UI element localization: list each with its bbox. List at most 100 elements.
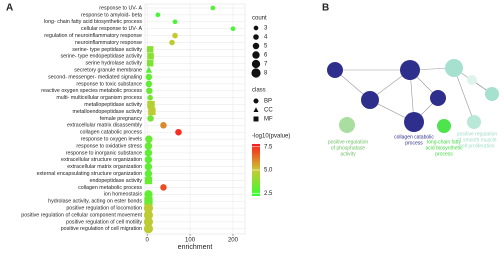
node bbox=[404, 112, 424, 132]
y-tick-label: long- chain fatty acid biosynthetic proc… bbox=[44, 19, 142, 25]
legend-symbol bbox=[251, 68, 261, 78]
dot bbox=[146, 46, 154, 53]
legend-label: 2.5 bbox=[264, 191, 273, 197]
node bbox=[430, 90, 446, 106]
panel-label: B bbox=[322, 3, 329, 14]
y-tick-label: reactive oxygen species metabolic proces… bbox=[41, 88, 142, 94]
node bbox=[361, 91, 379, 109]
dot bbox=[160, 184, 167, 191]
legend-symbol bbox=[252, 51, 260, 59]
y-tick-label: neuroinflammatory response bbox=[75, 40, 142, 46]
node-label: positive regulation bbox=[328, 139, 369, 145]
dot bbox=[143, 217, 154, 227]
y-tick-label: secretory granule membrane bbox=[74, 68, 142, 74]
legend-symbol bbox=[251, 59, 261, 69]
dot bbox=[145, 73, 153, 81]
x-tick-label: 100 bbox=[185, 238, 196, 244]
node-label: activity bbox=[340, 151, 356, 157]
y-tick-label: endopeptidase activity bbox=[90, 178, 143, 184]
dot bbox=[147, 115, 154, 122]
dot bbox=[230, 26, 236, 32]
node-label: positive regulation bbox=[457, 131, 498, 137]
dot bbox=[148, 107, 156, 116]
legend-label: 7 bbox=[264, 62, 268, 68]
legend-symbol bbox=[253, 116, 259, 122]
legend-title: -log10(pvalue) bbox=[252, 134, 290, 140]
node-label: collagen catabolic bbox=[394, 134, 434, 140]
y-tick-label: external encapsulating structure organiz… bbox=[37, 171, 142, 177]
legend-label: 3 bbox=[264, 26, 268, 32]
dot bbox=[144, 190, 153, 199]
dot bbox=[175, 128, 182, 136]
dot bbox=[169, 39, 175, 46]
legend-label: 7.5 bbox=[264, 144, 273, 150]
dot bbox=[146, 59, 154, 67]
dot bbox=[145, 66, 153, 73]
y-tick-label: second- messenger- mediated signaling bbox=[48, 74, 142, 80]
dot bbox=[144, 169, 153, 178]
panel-label: A bbox=[6, 3, 13, 14]
dot bbox=[210, 5, 216, 11]
dot bbox=[147, 100, 155, 109]
node-label: of smooth muscle bbox=[457, 137, 496, 143]
dot bbox=[144, 156, 153, 164]
node bbox=[327, 62, 343, 78]
node bbox=[467, 115, 481, 129]
dot bbox=[145, 80, 153, 88]
legend-label: 8 bbox=[264, 71, 268, 77]
legend-symbol bbox=[253, 98, 259, 104]
y-tick-label: positive regulation of cellular componen… bbox=[21, 212, 142, 218]
dot bbox=[144, 149, 153, 157]
dot bbox=[143, 210, 154, 220]
y-tick-label: serine- type endopeptidase activity bbox=[60, 54, 142, 60]
node bbox=[445, 59, 463, 77]
dot bbox=[144, 197, 153, 206]
legend-label: 6 bbox=[264, 53, 268, 59]
y-tick-label: extracellular structure organization bbox=[61, 157, 142, 163]
node bbox=[400, 60, 420, 80]
legend-symbol bbox=[253, 107, 259, 112]
y-tick-label: response to toxic substance bbox=[76, 81, 142, 87]
legend-label: CC bbox=[264, 108, 273, 114]
node-label: acid biosynthetic bbox=[426, 145, 463, 151]
x-tick-label: 0 bbox=[145, 238, 149, 244]
y-tick-label: response to amyloid- beta bbox=[81, 12, 142, 18]
y-tick-label: female pregnancy bbox=[100, 116, 142, 122]
dot bbox=[172, 32, 178, 39]
legend-label: 4 bbox=[264, 35, 268, 41]
y-tick-label: ion homeostasis bbox=[104, 192, 143, 198]
x-tick-label: 200 bbox=[228, 238, 239, 244]
node-label: process bbox=[405, 140, 423, 146]
dot bbox=[145, 135, 153, 143]
y-tick-label: response to oxygen levels bbox=[81, 137, 143, 143]
legend-symbol bbox=[253, 25, 259, 31]
dot bbox=[160, 122, 167, 129]
dot bbox=[144, 142, 153, 150]
y-tick-label: regulation of neuroinflammatory response bbox=[44, 33, 142, 39]
y-tick-label: collagen catabolic process bbox=[80, 130, 142, 136]
legend-label: 5.0 bbox=[264, 168, 273, 174]
y-tick-label: response to inorganic substance bbox=[66, 150, 142, 156]
y-tick-label: serine hydrolase activity bbox=[85, 61, 142, 67]
node bbox=[485, 87, 499, 101]
y-tick-label: metalloendopeptidase activity bbox=[73, 109, 143, 115]
y-tick-label: collagen metabolic process bbox=[78, 185, 142, 191]
node bbox=[339, 117, 355, 133]
y-tick-label: hydrolase activity, acting on ester bond… bbox=[48, 199, 142, 205]
dot bbox=[147, 94, 153, 101]
dot bbox=[172, 19, 178, 25]
legend-title: class bbox=[252, 88, 266, 94]
dot bbox=[147, 53, 154, 60]
legend-label: MF bbox=[264, 117, 273, 123]
legend-label: 5 bbox=[264, 44, 268, 50]
y-tick-label: positive regulation of cell migration bbox=[61, 226, 142, 232]
plot-panel bbox=[144, 3, 246, 235]
node bbox=[467, 75, 477, 85]
y-tick-label: positive regulation of cell motility bbox=[66, 219, 142, 225]
legend-title: count bbox=[252, 16, 267, 22]
y-tick-label: positive regulation of locomotion bbox=[66, 206, 142, 212]
